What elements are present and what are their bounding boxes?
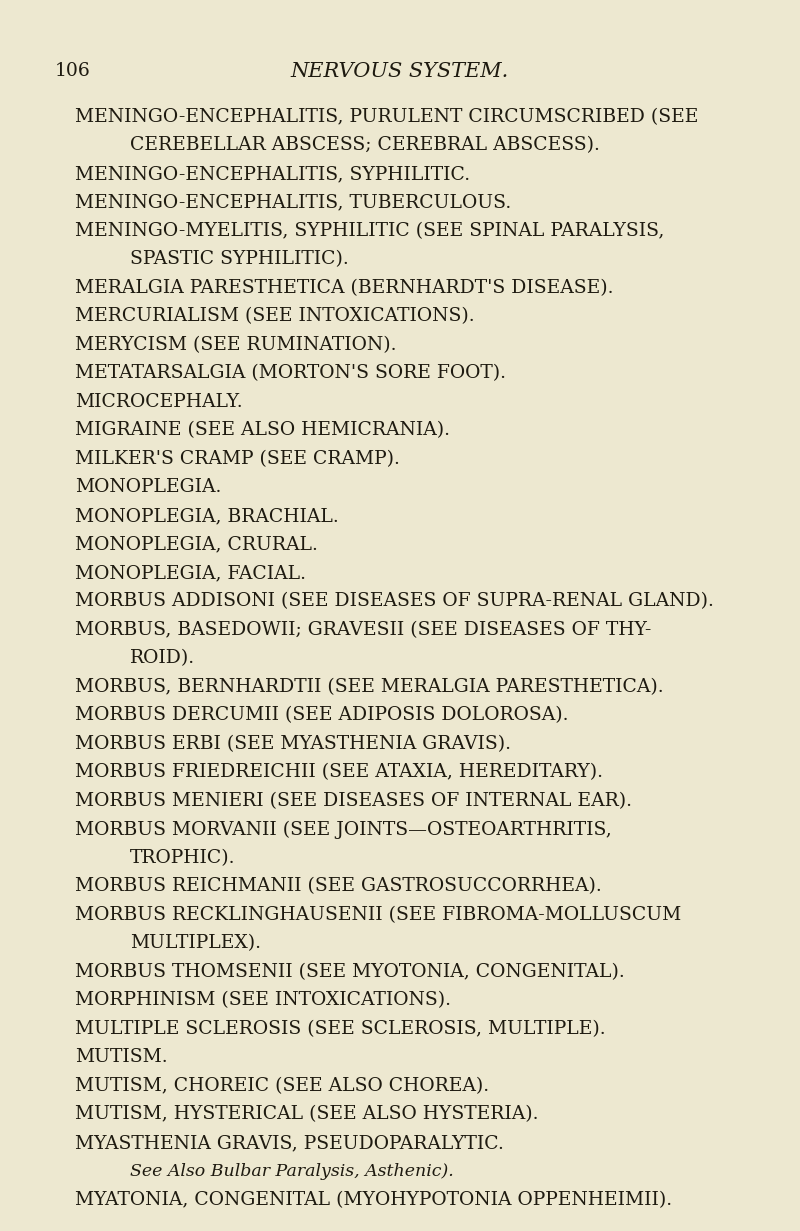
Text: SPASTIC SYPHILITIC).: SPASTIC SYPHILITIC).	[130, 250, 349, 268]
Text: MULTIPLEX).: MULTIPLEX).	[130, 934, 261, 953]
Text: MENINGO-ENCEPHALITIS, SYPHILITIC.: MENINGO-ENCEPHALITIS, SYPHILITIC.	[75, 165, 470, 183]
Text: 106: 106	[55, 62, 90, 80]
Text: ROID).: ROID).	[130, 650, 195, 667]
Text: MORBUS ADDISONI (SEE DISEASES OF SUPRA-RENAL GLAND).: MORBUS ADDISONI (SEE DISEASES OF SUPRA-R…	[75, 592, 714, 611]
Text: MORBUS ERBI (SEE MYASTHENIA GRAVIS).: MORBUS ERBI (SEE MYASTHENIA GRAVIS).	[75, 735, 511, 753]
Text: MORBUS REICHMANII (SEE GASTROSUCCORRHEA).: MORBUS REICHMANII (SEE GASTROSUCCORRHEA)…	[75, 878, 602, 895]
Text: METATARSALGIA (MORTON'S SORE FOOT).: METATARSALGIA (MORTON'S SORE FOOT).	[75, 364, 506, 383]
Text: MORBUS MENIERI (SEE DISEASES OF INTERNAL EAR).: MORBUS MENIERI (SEE DISEASES OF INTERNAL…	[75, 792, 632, 810]
Text: MORBUS RECKLINGHAUSENII (SEE FIBROMA-MOLLUSCUM: MORBUS RECKLINGHAUSENII (SEE FIBROMA-MOL…	[75, 906, 682, 924]
Text: MORBUS MORVANII (SEE JOINTS—OSTEOARTHRITIS,: MORBUS MORVANII (SEE JOINTS—OSTEOARTHRIT…	[75, 821, 612, 838]
Text: MONOPLEGIA, CRURAL.: MONOPLEGIA, CRURAL.	[75, 535, 318, 554]
Text: MUTISM, HYSTERICAL (SEE ALSO HYSTERIA).: MUTISM, HYSTERICAL (SEE ALSO HYSTERIA).	[75, 1105, 538, 1124]
Text: MICROCEPHALY.: MICROCEPHALY.	[75, 393, 242, 411]
Text: MORBUS DERCUMII (SEE ADIPOSIS DOLOROSA).: MORBUS DERCUMII (SEE ADIPOSIS DOLOROSA).	[75, 707, 569, 725]
Text: MENINGO-ENCEPHALITIS, PURULENT CIRCUMSCRIBED (SEE: MENINGO-ENCEPHALITIS, PURULENT CIRCUMSCR…	[75, 108, 698, 126]
Text: MORBUS FRIEDREICHII (SEE ATAXIA, HEREDITARY).: MORBUS FRIEDREICHII (SEE ATAXIA, HEREDIT…	[75, 763, 603, 782]
Text: MYASTHENIA GRAVIS, PSEUDOPARALYTIC.: MYASTHENIA GRAVIS, PSEUDOPARALYTIC.	[75, 1134, 504, 1152]
Text: MONOPLEGIA, BRACHIAL.: MONOPLEGIA, BRACHIAL.	[75, 507, 338, 524]
Text: MONOPLEGIA, FACIAL.: MONOPLEGIA, FACIAL.	[75, 564, 306, 582]
Text: MORBUS, BERNHARDTII (SEE MERALGIA PARESTHETICA).: MORBUS, BERNHARDTII (SEE MERALGIA PAREST…	[75, 678, 664, 696]
Text: MENINGO-ENCEPHALITIS, TUBERCULOUS.: MENINGO-ENCEPHALITIS, TUBERCULOUS.	[75, 193, 511, 212]
Text: MERALGIA PARESTHETICA (BERNHARDT'S DISEASE).: MERALGIA PARESTHETICA (BERNHARDT'S DISEA…	[75, 279, 614, 297]
Text: MUTISM.: MUTISM.	[75, 1049, 168, 1066]
Text: MORBUS, BASEDOWII; GRAVESII (SEE DISEASES OF THY-: MORBUS, BASEDOWII; GRAVESII (SEE DISEASE…	[75, 620, 651, 639]
Text: MORPHINISM (SEE INTOXICATIONS).: MORPHINISM (SEE INTOXICATIONS).	[75, 991, 451, 1009]
Text: NERVOUS SYSTEM.: NERVOUS SYSTEM.	[291, 62, 509, 81]
Text: MERCURIALISM (SEE INTOXICATIONS).: MERCURIALISM (SEE INTOXICATIONS).	[75, 308, 474, 325]
Text: MULTIPLE SCLEROSIS (SEE SCLEROSIS, MULTIPLE).: MULTIPLE SCLEROSIS (SEE SCLEROSIS, MULTI…	[75, 1020, 606, 1038]
Text: MUTISM, CHOREIC (SEE ALSO CHOREA).: MUTISM, CHOREIC (SEE ALSO CHOREA).	[75, 1077, 489, 1096]
Text: CEREBELLAR ABSCESS; CEREBRAL ABSCESS).: CEREBELLAR ABSCESS; CEREBRAL ABSCESS).	[130, 137, 600, 155]
Text: MILKER'S CRAMP (SEE CRAMP).: MILKER'S CRAMP (SEE CRAMP).	[75, 451, 400, 468]
Text: MYATONIA, CONGENITAL (MYOHYPOTONIA OPPENHEIMII).: MYATONIA, CONGENITAL (MYOHYPOTONIA OPPEN…	[75, 1192, 672, 1209]
Text: See Also Bulbar Paralysis, Asthenic).: See Also Bulbar Paralysis, Asthenic).	[130, 1162, 454, 1179]
Text: MIGRAINE (SEE ALSO HEMICRANIA).: MIGRAINE (SEE ALSO HEMICRANIA).	[75, 421, 450, 439]
Text: TROPHIC).: TROPHIC).	[130, 849, 235, 867]
Text: MERYCISM (SEE RUMINATION).: MERYCISM (SEE RUMINATION).	[75, 336, 397, 355]
Text: MORBUS THOMSENII (SEE MYOTONIA, CONGENITAL).: MORBUS THOMSENII (SEE MYOTONIA, CONGENIT…	[75, 963, 625, 981]
Text: MENINGO-MYELITIS, SYPHILITIC (SEE SPINAL PARALYSIS,: MENINGO-MYELITIS, SYPHILITIC (SEE SPINAL…	[75, 222, 664, 240]
Text: MONOPLEGIA.: MONOPLEGIA.	[75, 479, 222, 496]
